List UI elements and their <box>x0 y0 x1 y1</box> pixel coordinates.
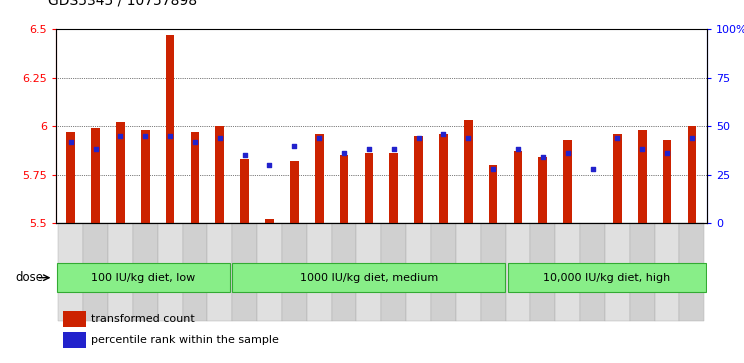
Bar <box>513 151 522 223</box>
Bar <box>265 219 274 223</box>
Text: 10,000 IU/kg diet, high: 10,000 IU/kg diet, high <box>543 273 670 283</box>
Point <box>289 143 301 148</box>
Bar <box>605 224 629 321</box>
Bar <box>232 224 257 321</box>
FancyBboxPatch shape <box>232 263 505 293</box>
Bar <box>166 35 174 223</box>
Bar <box>629 224 655 321</box>
Point <box>189 139 201 144</box>
FancyBboxPatch shape <box>57 263 230 293</box>
Bar <box>431 224 456 321</box>
Point <box>612 135 623 141</box>
Bar <box>456 224 481 321</box>
Point <box>413 135 425 141</box>
Point <box>586 166 598 172</box>
Point <box>89 147 101 152</box>
Bar <box>555 224 580 321</box>
Bar <box>208 224 232 321</box>
Bar <box>389 153 398 223</box>
Bar <box>539 157 547 223</box>
Point <box>338 150 350 156</box>
Bar <box>66 132 75 223</box>
Bar <box>382 224 406 321</box>
Point <box>512 147 524 152</box>
Point <box>686 135 698 141</box>
Bar <box>655 224 679 321</box>
Bar <box>580 224 605 321</box>
Text: GDS5345 / 10757898: GDS5345 / 10757898 <box>48 0 197 7</box>
Point <box>562 150 574 156</box>
Bar <box>307 224 332 321</box>
Bar <box>158 224 182 321</box>
Bar <box>141 130 150 223</box>
Bar <box>182 224 208 321</box>
Point <box>214 135 225 141</box>
Bar <box>638 130 647 223</box>
Bar <box>257 224 282 321</box>
Bar <box>216 126 224 223</box>
Point <box>65 139 77 144</box>
Point <box>462 135 474 141</box>
Point <box>363 147 375 152</box>
Point <box>437 131 449 137</box>
Bar <box>414 136 423 223</box>
Bar <box>58 224 83 321</box>
Bar <box>133 224 158 321</box>
Bar <box>63 311 86 327</box>
Bar <box>663 140 671 223</box>
Text: 100 IU/kg diet, low: 100 IU/kg diet, low <box>92 273 196 283</box>
Bar <box>332 224 356 321</box>
Bar <box>613 134 622 223</box>
Text: 1000 IU/kg diet, medium: 1000 IU/kg diet, medium <box>300 273 438 283</box>
Bar <box>679 224 705 321</box>
Text: percentile rank within the sample: percentile rank within the sample <box>91 335 279 345</box>
Text: dose: dose <box>15 271 43 284</box>
Point <box>537 154 549 160</box>
Point <box>239 152 251 158</box>
Bar <box>489 165 498 223</box>
Bar <box>108 224 133 321</box>
Point <box>164 133 176 139</box>
Point <box>661 150 673 156</box>
Bar <box>83 224 108 321</box>
Bar <box>481 224 505 321</box>
Bar <box>365 153 373 223</box>
Point <box>388 147 400 152</box>
Point <box>487 166 499 172</box>
Bar <box>505 224 530 321</box>
Bar <box>530 224 555 321</box>
FancyBboxPatch shape <box>507 263 705 293</box>
Bar <box>116 122 125 223</box>
Point <box>263 162 275 168</box>
Bar <box>340 155 348 223</box>
Bar <box>190 132 199 223</box>
Bar <box>464 120 472 223</box>
Point <box>139 133 151 139</box>
Bar <box>439 134 448 223</box>
Bar <box>687 126 696 223</box>
Point <box>636 147 648 152</box>
Bar <box>315 134 324 223</box>
Bar <box>92 128 100 223</box>
Bar <box>63 332 86 348</box>
Bar <box>290 161 298 223</box>
Bar <box>406 224 431 321</box>
Bar <box>240 159 249 223</box>
Point <box>115 133 126 139</box>
Text: transformed count: transformed count <box>91 314 195 324</box>
Bar <box>282 224 307 321</box>
Bar <box>356 224 382 321</box>
Point <box>313 135 325 141</box>
Bar <box>563 140 572 223</box>
